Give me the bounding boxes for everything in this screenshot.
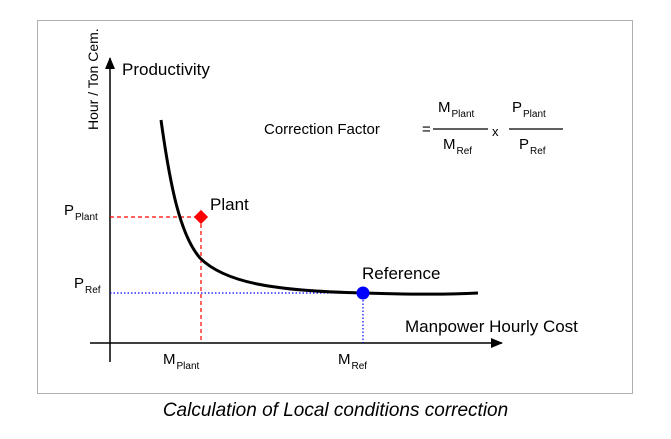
productivity-curve bbox=[159, 119, 479, 296]
plant-marker bbox=[193, 209, 209, 225]
correction-factor-label: Correction Factor bbox=[264, 121, 380, 138]
y-axis-title: Productivity bbox=[122, 60, 210, 79]
tick-m-ref: MRef bbox=[338, 351, 368, 372]
reference-label: Reference bbox=[362, 264, 441, 283]
formula-p-plant: PPlant bbox=[512, 99, 546, 120]
equals-sign: = bbox=[422, 121, 431, 138]
y-axis-unit: Hour / Ton Cem. bbox=[85, 28, 101, 130]
reference-marker bbox=[356, 286, 370, 300]
tick-m-plant: MPlant bbox=[163, 351, 200, 372]
formula-times: x bbox=[492, 124, 499, 139]
tick-p-ref: PRef bbox=[74, 275, 101, 296]
figure-caption: Calculation of Local conditions correcti… bbox=[162, 400, 509, 421]
formula-m-ref: MRef bbox=[443, 136, 473, 157]
diagram-frame bbox=[37, 20, 633, 394]
formula-p-ref: PRef bbox=[519, 136, 546, 157]
formula-m-plant: MPlant bbox=[438, 99, 475, 120]
plant-label: Plant bbox=[210, 195, 249, 214]
tick-p-plant: PPlant bbox=[64, 202, 98, 223]
x-axis-title: Manpower Hourly Cost bbox=[405, 317, 578, 336]
